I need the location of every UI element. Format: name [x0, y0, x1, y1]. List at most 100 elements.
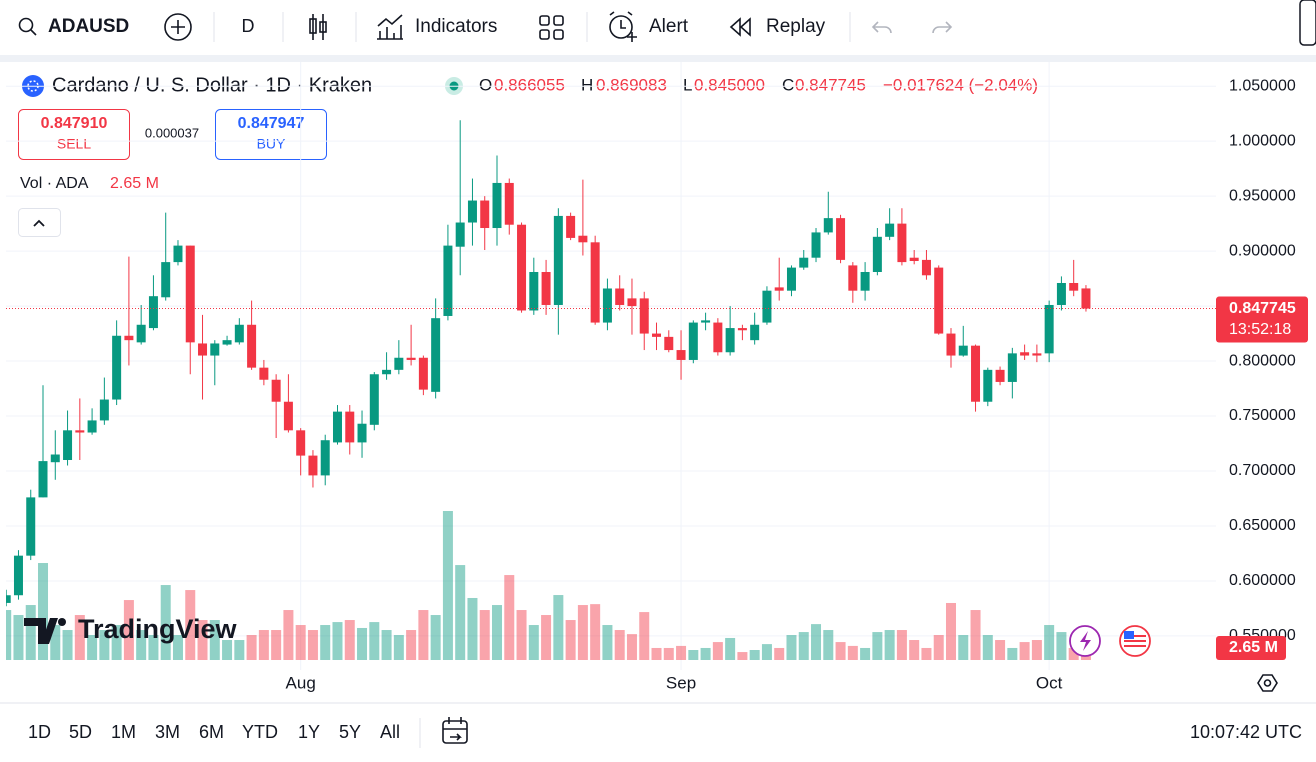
- volume-bar: [320, 625, 331, 660]
- ohlc-letter: O: [479, 75, 492, 94]
- candle-body: [848, 265, 858, 291]
- volume-bar: [712, 642, 723, 660]
- volume-bar: [1007, 647, 1018, 660]
- watermark: TradingView: [24, 614, 238, 644]
- volume-bar: [872, 632, 883, 660]
- volume-bar: [749, 650, 760, 660]
- candle-body: [639, 298, 649, 334]
- candle-body: [836, 218, 846, 260]
- candle-body: [750, 324, 760, 341]
- candle-body: [627, 298, 637, 307]
- last-price-box: [1216, 296, 1308, 343]
- volume-bar: [602, 625, 613, 660]
- range-button[interactable]: 1D: [28, 722, 51, 742]
- candle-body: [1020, 352, 1030, 356]
- redo-button[interactable]: [932, 21, 953, 34]
- candle-body: [811, 232, 821, 258]
- candle-body: [38, 461, 48, 498]
- range-button[interactable]: 1Y: [298, 722, 320, 742]
- volume-bar: [1031, 640, 1042, 660]
- sell-button[interactable]: 0.847910 SELL: [18, 109, 130, 160]
- range-button[interactable]: 5D: [69, 722, 92, 742]
- range-button[interactable]: All: [380, 722, 400, 742]
- candle-body: [173, 245, 183, 263]
- volume-bar: [909, 640, 920, 660]
- interval-button[interactable]: D: [242, 16, 255, 36]
- volume-bar: [761, 644, 772, 660]
- flag-icon: [1124, 631, 1134, 639]
- replay-button[interactable]: Replay: [729, 16, 826, 37]
- search-icon: [18, 17, 34, 33]
- volume-bar: [565, 620, 576, 660]
- settings-button[interactable]: [1257, 674, 1278, 692]
- candle-body: [713, 322, 723, 353]
- candle-body: [1056, 282, 1066, 305]
- candle-body: [664, 336, 674, 351]
- candle-body: [934, 267, 944, 334]
- volume-legend: Vol · ADA: [20, 175, 89, 192]
- range-button[interactable]: YTD: [242, 722, 278, 742]
- candle-body: [259, 367, 269, 380]
- volume-bar: [369, 622, 380, 660]
- volume-bar: [700, 647, 711, 660]
- volume-bar: [663, 647, 674, 660]
- volume-bar: [430, 615, 441, 660]
- candle-body: [701, 320, 711, 323]
- volume-bar: [541, 615, 552, 660]
- buy-button[interactable]: 0.847947 BUY: [215, 109, 327, 160]
- x-tick-label: Aug: [286, 673, 316, 692]
- buy-box: [215, 109, 327, 160]
- indicators-button[interactable]: Indicators: [377, 14, 497, 40]
- logo-text: TradingView: [78, 614, 238, 644]
- candle-body: [504, 182, 514, 225]
- candle-body: [860, 271, 870, 291]
- volume-bar: [74, 615, 85, 660]
- candle-body: [467, 200, 477, 223]
- y-tick-label: 0.950000: [1229, 187, 1296, 204]
- volume-bar: [651, 647, 662, 660]
- symbol: ADAUSD: [48, 16, 129, 37]
- undo-button[interactable]: [871, 21, 892, 34]
- layout-button[interactable]: [539, 15, 564, 40]
- volume-bar: [725, 637, 736, 660]
- volume-bar: [614, 630, 625, 660]
- y-tick-label: 0.700000: [1229, 462, 1296, 479]
- goto-date-button[interactable]: [442, 717, 468, 744]
- range-button[interactable]: 1M: [111, 722, 136, 742]
- volume-bar: [393, 635, 404, 660]
- candle-body: [946, 333, 956, 356]
- range-button[interactable]: 5Y: [339, 722, 361, 742]
- chart-type-button[interactable]: [309, 14, 327, 40]
- candle-body: [566, 215, 576, 238]
- candle-body: [13, 555, 23, 596]
- range-button[interactable]: 6M: [199, 722, 224, 742]
- buy-label: BUY: [257, 136, 286, 152]
- candle-body: [517, 224, 527, 311]
- candle-icon: [309, 18, 317, 34]
- range-button[interactable]: 3M: [155, 722, 180, 742]
- volume-bar: [209, 620, 220, 660]
- candle-body: [786, 267, 796, 291]
- candle-body: [652, 333, 662, 337]
- candle-body: [112, 335, 122, 400]
- volume-bar: [99, 630, 110, 660]
- search-button[interactable]: ADAUSD: [18, 16, 130, 37]
- x-tick-label: Oct: [1036, 673, 1063, 692]
- compare-button[interactable]: [164, 13, 192, 41]
- collapse-button[interactable]: [18, 208, 61, 237]
- volume-bar: [148, 635, 159, 660]
- countdown: 13:52:18: [1229, 321, 1291, 338]
- volume-bar: [197, 620, 208, 660]
- y-tick-label: 0.800000: [1229, 352, 1296, 369]
- candle-body: [136, 324, 146, 343]
- candle-body: [75, 430, 85, 433]
- volume-bar: [295, 625, 306, 660]
- volume-bar: [357, 627, 368, 660]
- candle-body: [774, 287, 784, 291]
- alert-button[interactable]: Alert: [609, 11, 689, 42]
- candle-body: [369, 374, 379, 425]
- toolbar: ADAUSD D Indicators Alert: [18, 11, 953, 42]
- volume-bar: [38, 563, 49, 660]
- candle-body: [615, 288, 625, 305]
